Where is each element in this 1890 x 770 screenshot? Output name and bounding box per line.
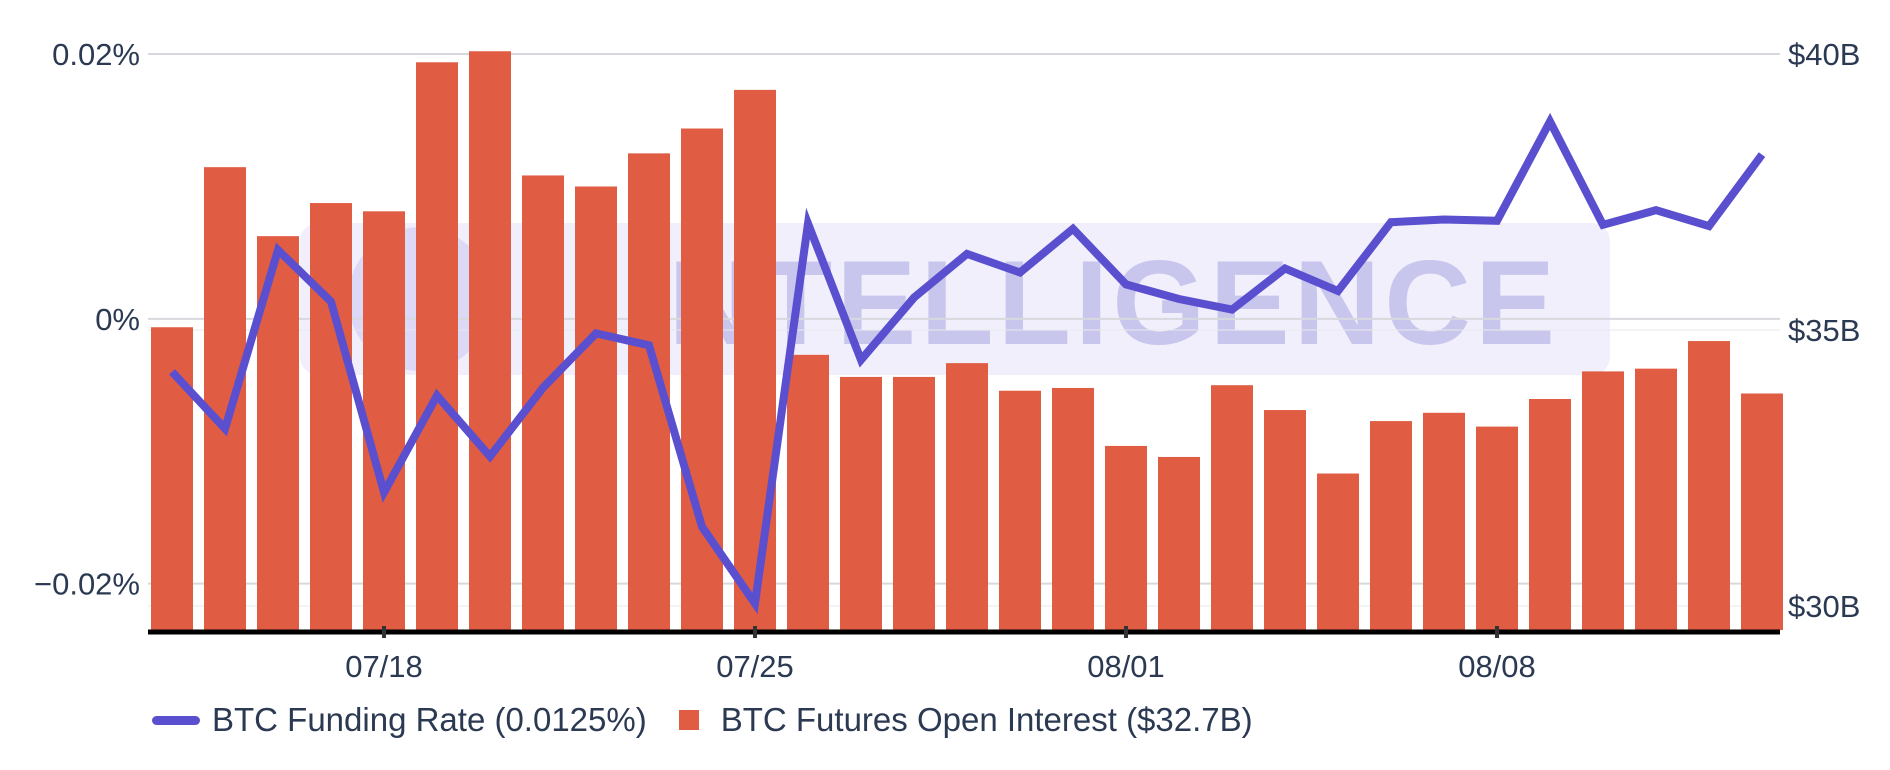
right-axis-label: $30B [1788,589,1860,624]
left-axis-label: −0.02% [34,567,140,602]
bar [204,167,246,630]
x-tick-label: 08/08 [1458,649,1536,684]
x-tick-label: 08/01 [1087,649,1165,684]
bar [787,354,829,630]
bar [469,51,511,631]
x-tick-label: 07/18 [345,649,423,684]
legend-bar-swatch [678,710,699,730]
watermark-text: INTELLIGENCE [631,236,1559,370]
bar [363,211,405,630]
bar [1052,387,1094,630]
legend-item-funding-rate[interactable]: BTC Funding Rate (0.0125%) [152,701,647,739]
axes: 07/18 07/25 08/01 08/08 −0.02% 0% 0.02% $30B $35… [34,37,1860,684]
chart: INTELLIGENCE 07/18 07/25 08/01 08/08−0.02%0… [34,37,1860,684]
bar [1635,368,1677,630]
legend-label-funding-rate: BTC Funding Rate (0.0125%) [212,701,647,738]
bar [999,390,1041,630]
bar [1370,421,1412,630]
bar [1529,399,1571,630]
bar [1582,371,1624,630]
bar [310,203,352,631]
legend: BTC Funding Rate (0.0125%) BTC Futures O… [152,700,1253,740]
bar [416,62,458,630]
bar [1741,393,1783,630]
bar [893,376,935,630]
bar [1105,445,1147,630]
right-axis-label: $40B [1788,37,1860,72]
bar [1423,412,1465,630]
left-axis-label: 0% [95,302,140,337]
right-axis-label: $35B [1788,313,1860,348]
legend-label-open-interest: BTC Futures Open Interest ($32.7B) [720,701,1253,738]
bar [1211,385,1253,630]
x-tick-label: 07/25 [716,649,794,684]
bar [1688,341,1730,630]
bar [734,89,776,630]
bar [151,327,193,630]
bar-series [151,51,1783,631]
bar [1264,410,1306,630]
bar [575,186,617,631]
funding-rate-line [169,112,1766,615]
bar [946,363,988,630]
line-series [169,112,1766,615]
left-axis-label: 0.02% [52,37,140,72]
bar [1158,456,1200,630]
bar [840,376,882,630]
legend-item-open-interest[interactable]: BTC Futures Open Interest ($32.7B) [647,701,1253,739]
bar [1317,473,1359,630]
legend-line-swatch [152,715,200,725]
bar [1476,426,1518,630]
